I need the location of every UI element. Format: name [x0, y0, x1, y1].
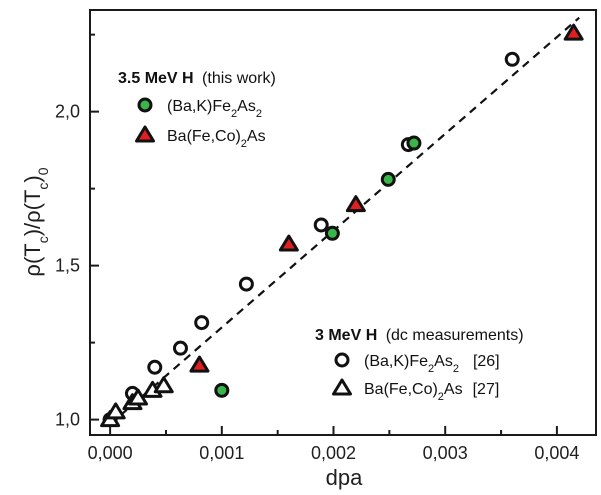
data-point-circle — [504, 51, 520, 67]
data-point-triangle — [278, 234, 299, 252]
legend-top-item-1-label: (Ba,K)Fe2As2 — [167, 98, 262, 120]
plot-area: 0,000 0,001 0,002 0,003 0,004 1,0 1,5 2,0 — [55, 9, 597, 463]
legend-top-item-1: (Ba,K)Fe2As2 — [137, 97, 262, 120]
legend-bottom-item-1: (Ba,K)Fe2As2 [26] — [334, 352, 500, 375]
x-tick-label: 0,004 — [534, 443, 579, 463]
y-tick-label: 2,0 — [55, 102, 80, 122]
data-point-circle — [214, 382, 230, 398]
legend-bottom-title: 3 MeV H (dc measurements) — [315, 327, 524, 344]
data-point-circle — [194, 315, 210, 331]
x-axis-title: dpa — [326, 465, 363, 490]
legend-bottom-item-1-label: (Ba,K)Fe2As2 [26] — [364, 353, 500, 375]
data-point-circle — [406, 135, 422, 151]
data-point-triangle — [128, 388, 149, 406]
data-point-triangle — [153, 376, 174, 394]
legend-red-triangle-marker — [135, 125, 155, 143]
fit-line-group — [109, 16, 580, 426]
data-marks — [100, 23, 584, 428]
data-point-triangle — [345, 195, 366, 213]
plot-frame — [89, 9, 597, 436]
legend-bottom-item-2-label: Ba(Fe,Co)2As [27] — [364, 381, 499, 403]
legend-bottom-item-2: Ba(Fe,Co)2As [27] — [332, 378, 499, 403]
legend-top-title: 3.5 MeV H (this work) — [118, 70, 276, 87]
data-point-circle — [147, 359, 163, 375]
y-tick-label: 1,5 — [55, 256, 80, 276]
legend-green-circle-marker — [137, 97, 153, 113]
legend-top-item-2: Ba(Fe,Co)2As — [135, 125, 266, 150]
legend-open-triangle-marker — [332, 378, 352, 396]
y-tick-label: 1,0 — [55, 410, 80, 430]
data-point-triangle — [105, 402, 126, 420]
x-tick-label: 0,002 — [311, 443, 356, 463]
data-point-circle — [313, 217, 329, 233]
legend-top-item-2-label: Ba(Fe,Co)2As — [167, 128, 266, 150]
data-point-circle — [324, 225, 340, 241]
linear-fit-line — [109, 16, 580, 426]
y-axis-title: ρ(Tc)/ρ(Tc)0 — [20, 167, 51, 276]
x-tick-label: 0,000 — [88, 443, 133, 463]
legend-top: 3.5 MeV H (this work) (Ba,K)Fe2As2 Ba(Fe… — [118, 70, 276, 150]
legend-open-circle-marker — [334, 352, 350, 368]
data-point-triangle — [189, 355, 210, 373]
x-tick-label: 0,003 — [423, 443, 468, 463]
axis-ticks: 0,000 0,001 0,002 0,003 0,004 1,0 1,5 2,0 — [55, 33, 579, 463]
data-point-circle — [238, 276, 254, 292]
legend-bottom: 3 MeV H (dc measurements) (Ba,K)Fe2As2 [2… — [315, 327, 524, 403]
x-tick-label: 0,001 — [199, 443, 244, 463]
data-point-triangle — [563, 23, 584, 41]
data-point-circle — [380, 171, 396, 187]
data-point-circle — [172, 340, 188, 356]
